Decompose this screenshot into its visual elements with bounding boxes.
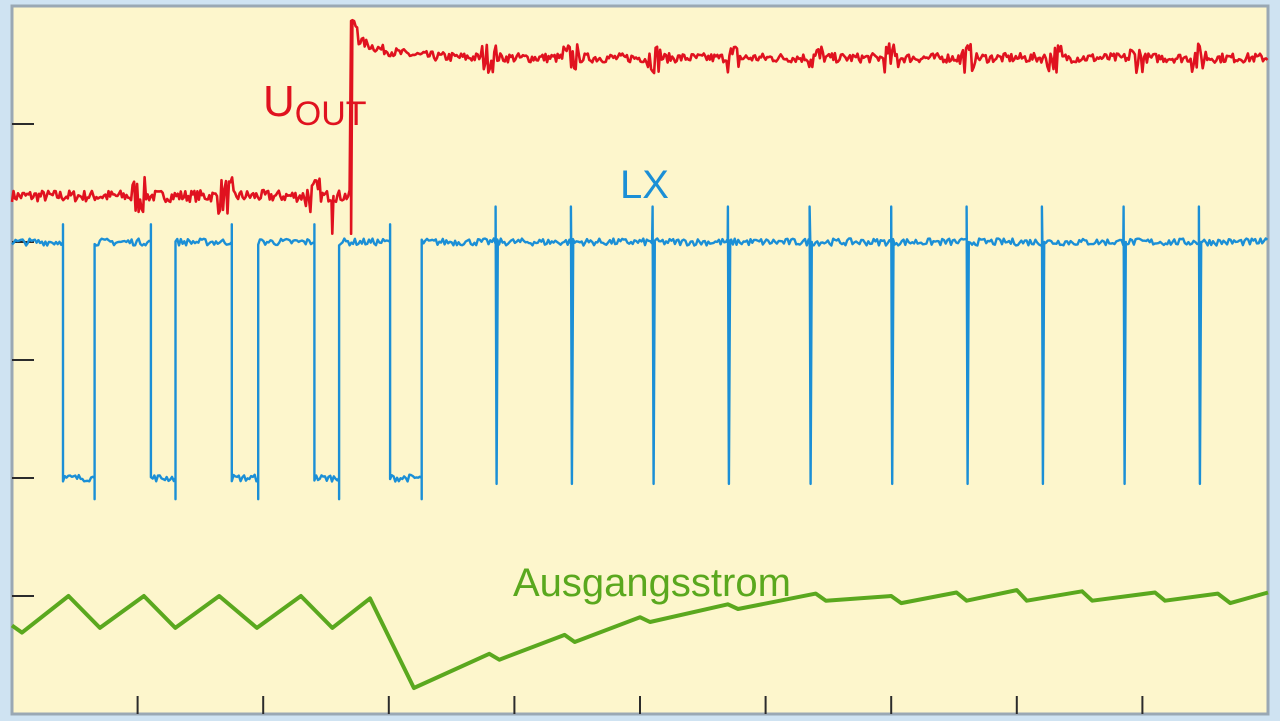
lx-trace — [11, 205, 1269, 501]
traces — [10, 18, 1269, 690]
uout-trace — [10, 18, 1269, 235]
ausgangsstrom-trace — [10, 588, 1269, 690]
lx-label: LX — [620, 163, 669, 207]
uout-label-sub: OUT — [295, 95, 367, 133]
axis-ticks — [12, 123, 1144, 714]
uout-label-main: U — [263, 77, 295, 126]
uout-label: UOUT — [263, 77, 367, 133]
ausgangsstrom-label: Ausgangsstrom — [513, 561, 791, 605]
